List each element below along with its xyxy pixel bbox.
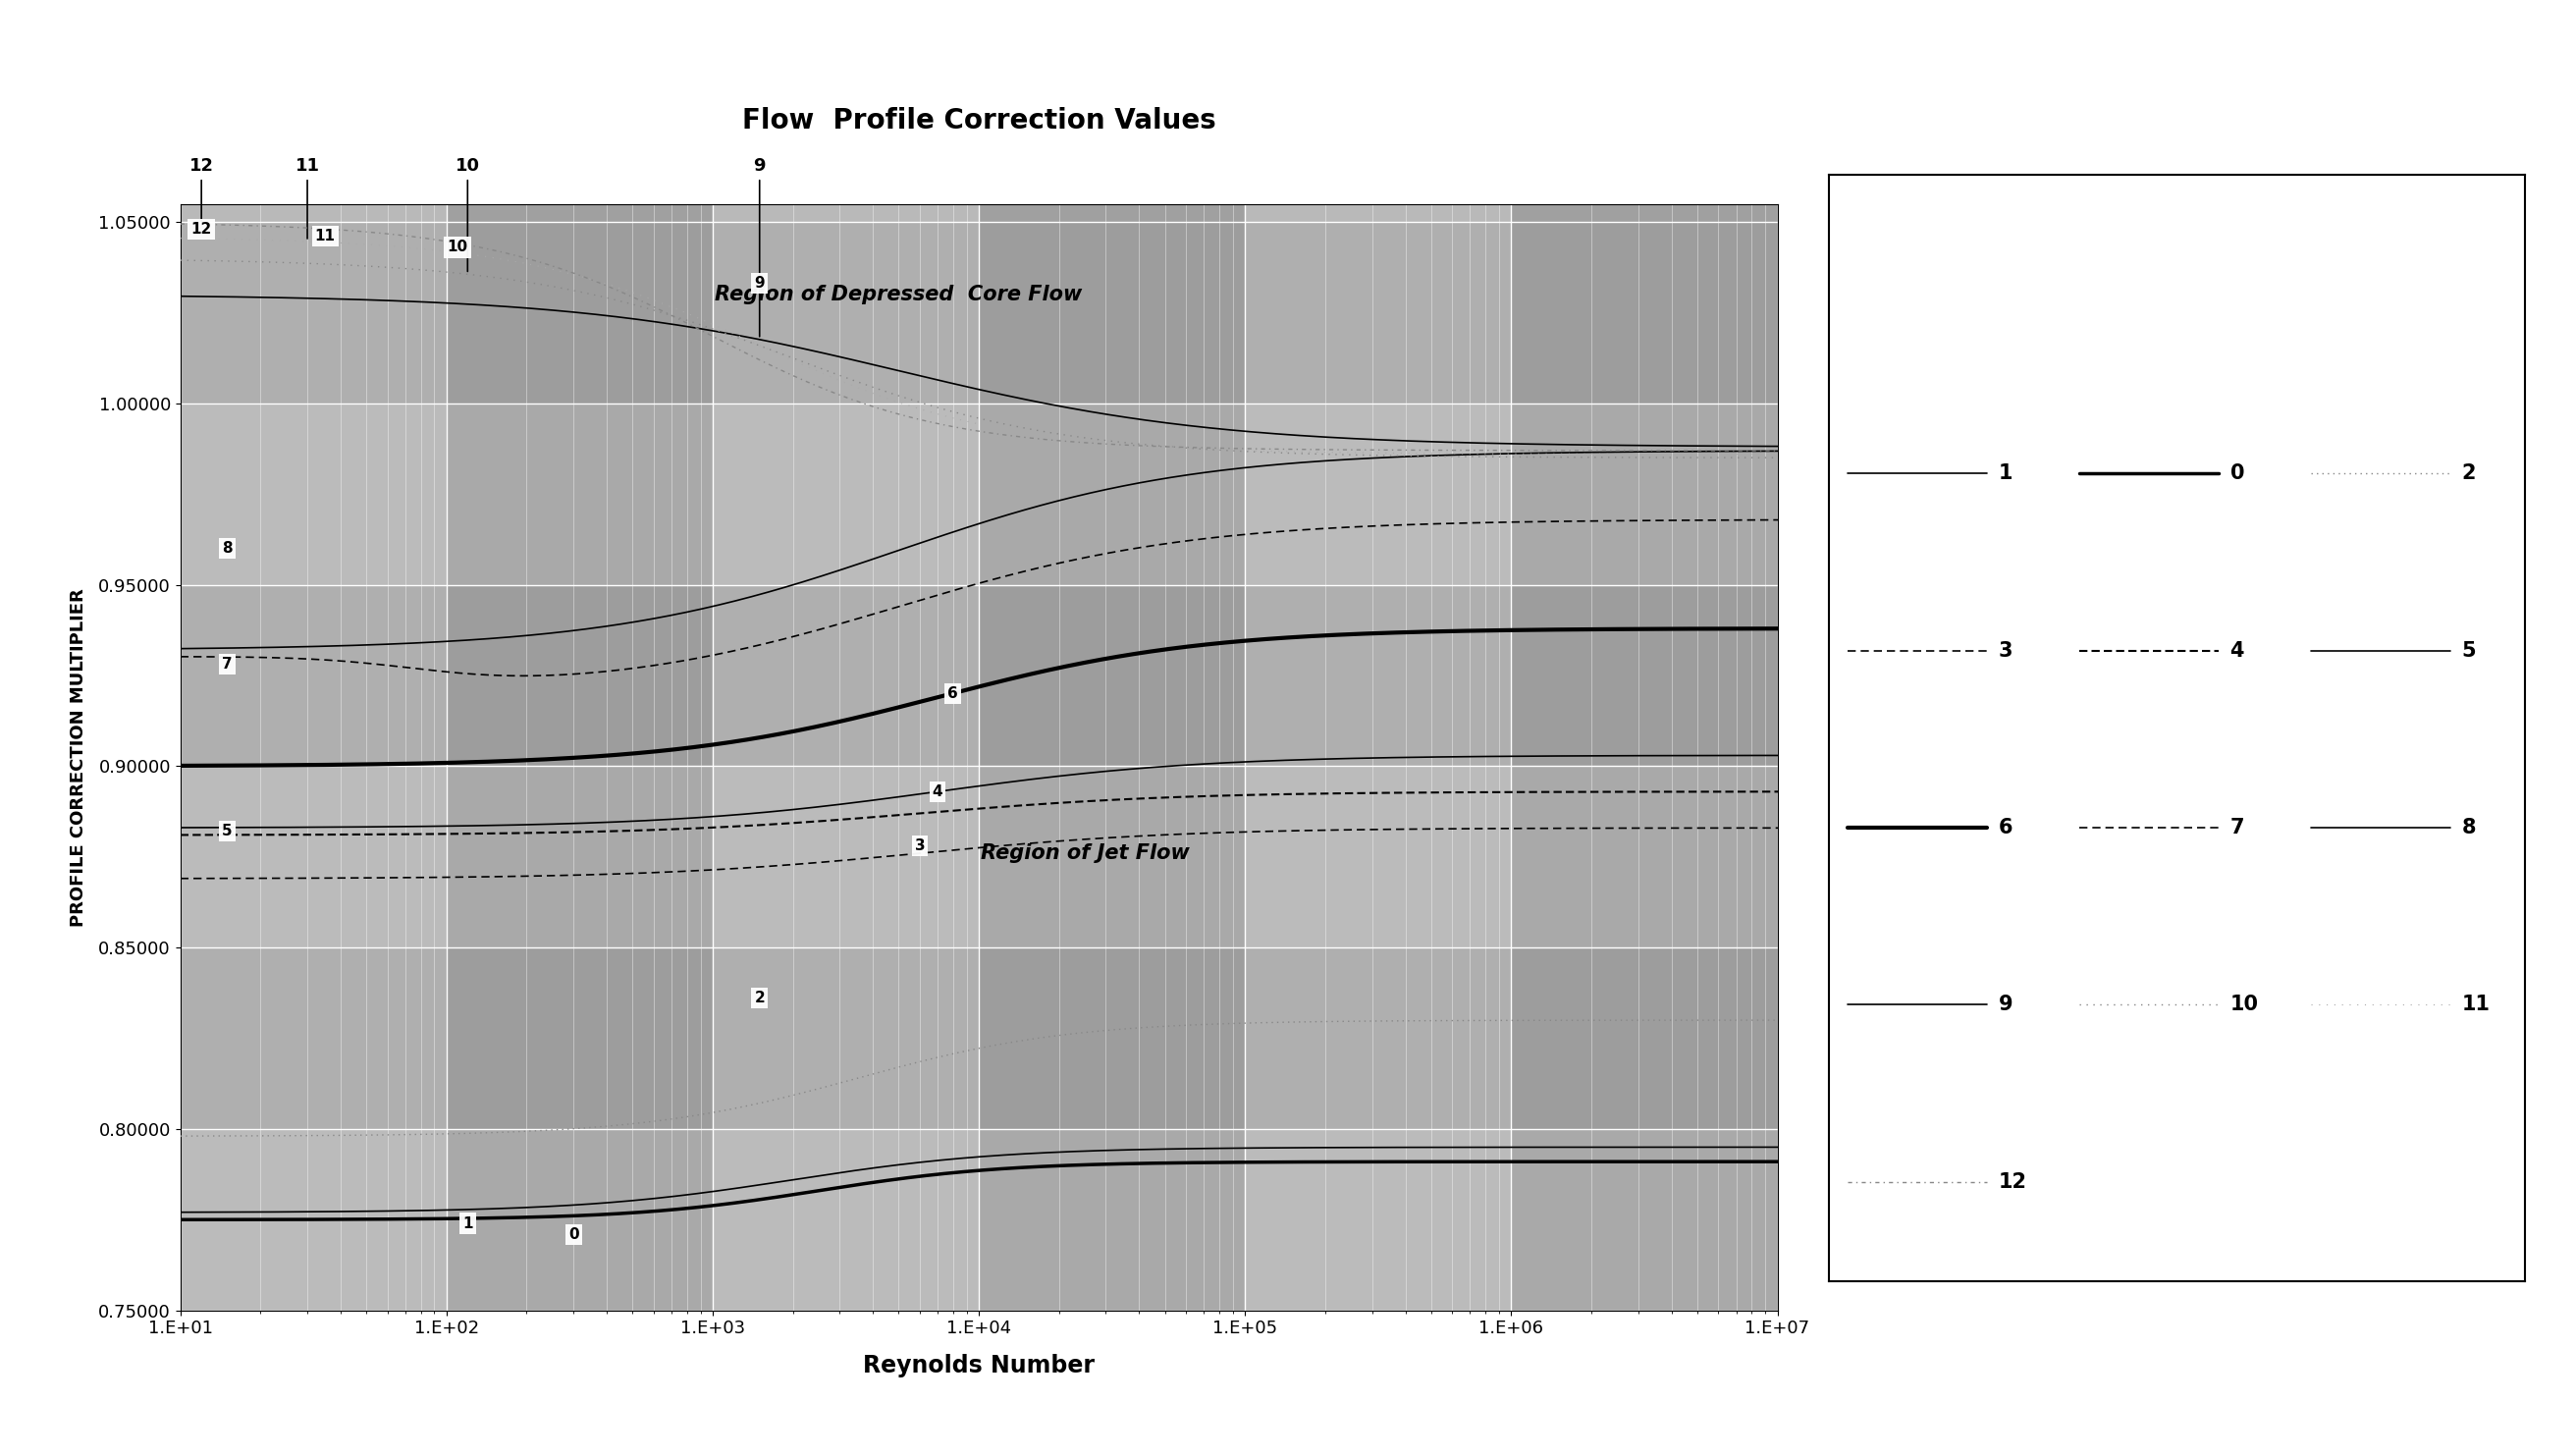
Text: 1: 1 xyxy=(1999,463,2012,483)
Text: 10: 10 xyxy=(2231,994,2259,1015)
Text: 9: 9 xyxy=(1999,994,2012,1015)
Text: 11: 11 xyxy=(314,229,335,243)
Bar xyxy=(180,948,1777,1128)
Text: 6: 6 xyxy=(1999,818,2012,837)
Text: Region of Jet Flow: Region of Jet Flow xyxy=(981,843,1190,863)
Text: 12: 12 xyxy=(191,221,211,236)
Bar xyxy=(180,403,1777,585)
Text: 10: 10 xyxy=(448,240,469,255)
Text: 11: 11 xyxy=(2463,994,2491,1015)
Bar xyxy=(979,204,1244,1310)
Text: 0: 0 xyxy=(2231,463,2244,483)
Text: 2: 2 xyxy=(755,992,765,1006)
Text: 8: 8 xyxy=(2463,818,2476,837)
Text: 6: 6 xyxy=(948,686,958,700)
Bar xyxy=(180,204,446,1310)
Title: Flow  Profile Correction Values: Flow Profile Correction Values xyxy=(742,108,1216,135)
Text: 8: 8 xyxy=(222,542,232,556)
Y-axis label: PROFILE CORRECTION MULTIPLIER: PROFILE CORRECTION MULTIPLIER xyxy=(70,588,88,926)
Bar xyxy=(180,766,1777,948)
Text: 5: 5 xyxy=(222,824,232,839)
Text: 7: 7 xyxy=(222,657,232,673)
Text: 2: 2 xyxy=(2463,463,2476,483)
Bar xyxy=(1244,204,1512,1310)
Text: 12: 12 xyxy=(188,157,214,221)
Text: 7: 7 xyxy=(2231,818,2244,837)
Bar xyxy=(714,204,979,1310)
Text: 9: 9 xyxy=(752,157,765,336)
Text: 10: 10 xyxy=(456,157,479,271)
Bar xyxy=(446,204,714,1310)
Text: Region of Depressed  Core Flow: Region of Depressed Core Flow xyxy=(716,285,1082,304)
Text: 3: 3 xyxy=(1999,641,2012,661)
Text: 3: 3 xyxy=(914,839,925,853)
X-axis label: Reynolds Number: Reynolds Number xyxy=(863,1354,1095,1377)
Bar xyxy=(180,221,1777,403)
Bar xyxy=(180,585,1777,766)
Text: 12: 12 xyxy=(1999,1172,2027,1191)
Text: 9: 9 xyxy=(755,277,765,291)
Text: 0: 0 xyxy=(569,1227,580,1242)
Text: 11: 11 xyxy=(296,157,319,239)
Text: 4: 4 xyxy=(2231,641,2244,661)
Text: 5: 5 xyxy=(2463,641,2476,661)
Bar xyxy=(180,1128,1777,1310)
Text: 1: 1 xyxy=(464,1216,474,1230)
Text: 4: 4 xyxy=(933,785,943,799)
